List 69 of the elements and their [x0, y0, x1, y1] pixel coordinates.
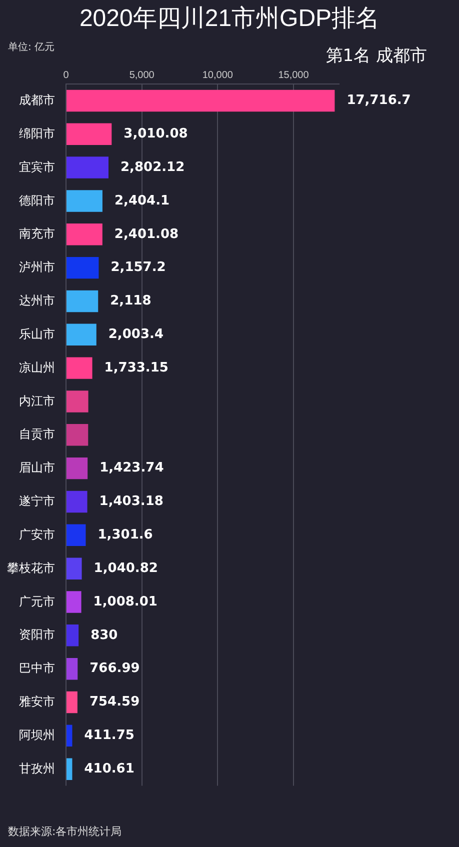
data-label: 2,157.2: [110, 260, 166, 276]
data-label: 1,403.18: [99, 494, 164, 510]
bar: [66, 324, 96, 346]
bar: [66, 591, 82, 613]
chart-title: 2020年四川21市州GDP排名: [78, 4, 381, 34]
x-tick-label: 10,000: [202, 70, 234, 81]
y-tick-label: 攀枝花市: [7, 560, 55, 575]
data-label: 1,008.01: [93, 594, 158, 610]
data-label: 1,040.82: [94, 560, 158, 576]
data-label: 1,733.15: [104, 360, 168, 376]
y-tick-label: 成都市: [19, 93, 55, 108]
data-label: 3,010.08: [124, 126, 188, 142]
data-label: 2,401.08: [114, 226, 179, 242]
data-label: 766.99: [90, 661, 140, 676]
data-label: 2,003.4: [108, 327, 164, 342]
bar: [66, 357, 92, 379]
x-tick-label: 5,000: [129, 70, 155, 81]
data-label: 2,118: [110, 294, 152, 309]
bar: [66, 390, 88, 412]
bar: [66, 457, 88, 480]
data-label: 1,423.74: [100, 460, 164, 476]
y-tick-label: 南充市: [19, 226, 55, 241]
data-label: 17,716.7: [346, 93, 411, 108]
y-tick-label: 遂宁市: [19, 494, 55, 508]
x-tick-label: 15,000: [278, 70, 310, 81]
data-label: 2,802.12: [120, 160, 185, 175]
y-tick-label: 广安市: [19, 527, 55, 542]
y-tick-label: 雅安市: [19, 694, 55, 709]
y-tick-label: 凉山州: [19, 360, 55, 374]
y-tick-label: 巴中市: [19, 661, 55, 676]
y-tick-label: 内江市: [19, 394, 55, 408]
bar: [66, 123, 112, 145]
data-label: 410.61: [84, 761, 134, 776]
bar: [66, 190, 102, 212]
y-tick-label: 广元市: [19, 594, 55, 608]
bar: [66, 156, 108, 178]
text: 单位: 亿元: [8, 40, 55, 54]
source-note: 数据来源:各市州统计局: [8, 824, 122, 839]
bar: [66, 256, 99, 279]
bar: [66, 691, 78, 714]
bar: [66, 558, 82, 580]
y-tick-label: 宜宾市: [19, 160, 55, 174]
bar: [66, 524, 86, 546]
data-label: 2,404.1: [114, 193, 170, 208]
data-label: 1,301.6: [98, 528, 153, 543]
bar: [66, 624, 79, 646]
y-tick-label: 眉山市: [19, 460, 55, 475]
bar: [66, 224, 102, 246]
bar: [66, 658, 78, 680]
data-label: 411.75: [84, 728, 134, 744]
text: 第1名 成都市: [326, 45, 427, 67]
bar: [66, 758, 72, 780]
bar: [66, 490, 88, 513]
y-tick-label: 乐山市: [19, 326, 55, 341]
data-label: 830: [90, 628, 118, 643]
bar: [66, 424, 88, 446]
bar: [66, 90, 335, 112]
bar: [66, 290, 98, 312]
y-tick-label: 阿坝州: [19, 728, 55, 742]
y-tick-label: 绵阳市: [19, 126, 55, 140]
y-tick-label: 泸州市: [19, 260, 55, 274]
bar: [66, 724, 72, 747]
data-label: 754.59: [89, 694, 140, 710]
y-tick-label: 甘孜州: [19, 761, 55, 776]
y-tick-label: 德阳市: [19, 193, 55, 208]
x-tick-label: 0: [63, 70, 70, 81]
y-tick-label: 资阳市: [19, 628, 55, 642]
y-tick-label: 自贡市: [19, 427, 55, 442]
y-tick-label: 达州市: [19, 294, 55, 308]
